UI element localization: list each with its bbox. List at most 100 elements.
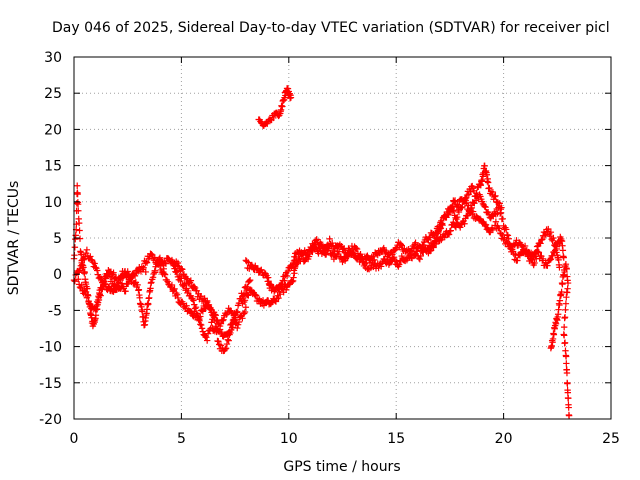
data-point [551, 247, 559, 254]
series-group [547, 260, 573, 419]
data-point [135, 286, 143, 293]
data-point [143, 259, 151, 266]
data-point [272, 298, 280, 305]
data-point [74, 182, 81, 189]
data-point [565, 395, 572, 402]
axis-ticks [73, 56, 612, 420]
y-tick-label: 5 [53, 231, 62, 247]
data-point [203, 337, 211, 344]
data-point [289, 278, 296, 286]
data-point [84, 291, 91, 299]
y-tick-label: 20 [44, 122, 62, 138]
data-point [252, 291, 259, 299]
data-point [181, 280, 189, 288]
data-point [95, 296, 103, 304]
data-point [564, 279, 572, 287]
data-point [502, 226, 510, 233]
data-point [445, 231, 453, 238]
data-point [122, 288, 129, 295]
data-point [207, 306, 214, 313]
data-point [496, 225, 503, 232]
data-point [371, 256, 378, 264]
data-point [258, 266, 265, 273]
data-point [561, 339, 569, 346]
data-point [549, 237, 556, 244]
data-point [434, 230, 441, 237]
data-point [203, 334, 210, 341]
data-point [418, 245, 425, 252]
data-point [180, 282, 188, 289]
data-point [284, 267, 292, 275]
data-point [398, 252, 405, 260]
data-point [233, 308, 240, 316]
data-point [556, 264, 563, 271]
data-point [190, 297, 197, 304]
data-point [234, 324, 241, 332]
data-point [549, 252, 556, 260]
data-point [461, 220, 468, 227]
data-point [275, 294, 282, 302]
data-point [76, 227, 83, 234]
data-point [136, 294, 143, 302]
data-point [547, 228, 555, 236]
data-point [560, 332, 568, 339]
data-point [353, 245, 361, 253]
data-point [173, 291, 181, 298]
data-point [92, 312, 100, 319]
data-point [204, 330, 212, 337]
data-point [563, 293, 570, 301]
data-point [74, 190, 81, 198]
data-point [108, 273, 116, 281]
series-group [75, 258, 250, 340]
data-point [98, 286, 105, 293]
data-point [547, 256, 555, 263]
data-point [433, 235, 440, 242]
data-point [279, 103, 286, 110]
data-point [93, 303, 100, 310]
y-tick-label: 0 [53, 267, 62, 283]
data-point [497, 209, 505, 216]
data-point [208, 319, 215, 326]
data-point [161, 259, 169, 267]
data-point [420, 249, 427, 256]
data-point [197, 313, 204, 320]
data-point [555, 306, 562, 313]
x-tick-label: 0 [70, 431, 79, 447]
data-point [76, 235, 84, 242]
data-point [84, 285, 91, 292]
data-point [562, 353, 570, 360]
data-point [281, 277, 288, 284]
data-point [99, 285, 106, 292]
data-point [501, 234, 508, 241]
data-point [189, 295, 196, 303]
data-point [448, 203, 456, 211]
data-point [504, 239, 512, 247]
data-point [77, 262, 85, 269]
data-point [396, 261, 403, 268]
data-point [91, 260, 98, 267]
data-point [550, 331, 558, 338]
data-point [283, 272, 291, 280]
data-point [420, 241, 427, 249]
data-point [102, 275, 109, 282]
data-point [328, 239, 336, 247]
data-point [489, 188, 497, 196]
data-point [563, 360, 570, 367]
data-point [205, 301, 213, 309]
data-point [81, 268, 88, 276]
data-point [241, 308, 249, 316]
data-point [76, 265, 84, 273]
data-point [445, 210, 452, 218]
data-point [287, 94, 295, 101]
data-point [183, 302, 190, 309]
data-point [397, 241, 405, 248]
data-point [562, 300, 570, 307]
data-point [92, 306, 99, 313]
data-point [310, 245, 318, 253]
data-point [179, 266, 186, 273]
chart-title: Day 046 of 2025, Sidereal Day-to-day VTE… [52, 20, 610, 36]
data-point [408, 248, 415, 255]
data-point [222, 345, 229, 353]
data-point [114, 282, 122, 290]
